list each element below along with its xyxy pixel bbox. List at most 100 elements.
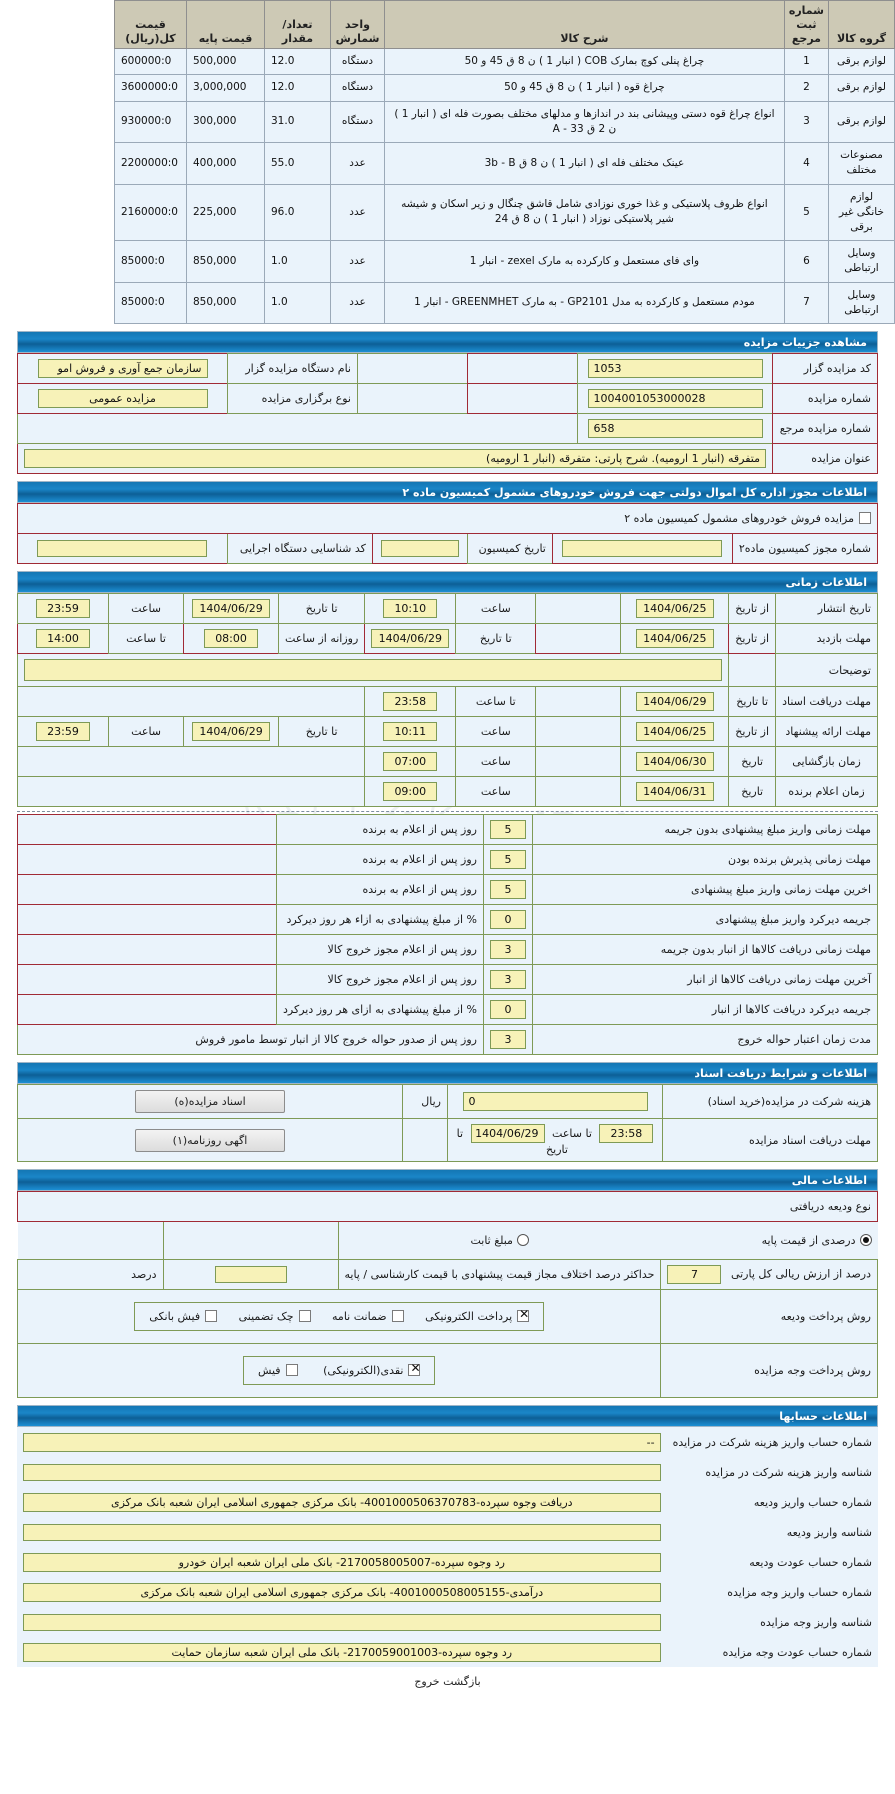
deposit-method-option-check[interactable]: چک تضمینی — [235, 1310, 311, 1324]
electronic-payment-checkbox[interactable] — [517, 1307, 530, 1323]
publish-tohour-cell: 23:59 — [16, 593, 110, 625]
docs-receipt-date-input[interactable]: 1404/06/29 — [470, 1124, 545, 1144]
cell-qty: 96.0 — [264, 183, 331, 242]
deposit-method-option-bank-slip[interactable]: فیش بانکی — [149, 1310, 218, 1323]
visit-from-input[interactable]: 1404/06/25 — [635, 629, 714, 649]
auction-org-input[interactable]: سازمان جمع آوری و فروش امو — [37, 359, 208, 379]
percent-base-option[interactable]: درصدی از قیمت پایه — [660, 1221, 878, 1260]
payment-method-option-cash[interactable]: نقدی(الکترونیکی) — [320, 1361, 421, 1377]
auction-code-input[interactable]: 1053 — [587, 359, 763, 379]
auction-documents-button[interactable]: اسناد مزایده(ه) — [135, 1090, 285, 1114]
penalty-value-cell: 5 — [483, 874, 533, 906]
penalty-value-input[interactable]: 3 — [490, 970, 526, 990]
docs-deadline-to-input[interactable]: 1404/06/29 — [635, 692, 714, 712]
vehicle-commission-checkbox[interactable] — [859, 512, 871, 525]
cell-desc: انواع چراغ قوه دستی وپیشانی بند در انداز… — [384, 100, 785, 144]
opening-hour-input[interactable]: 07:00 — [383, 752, 438, 772]
penalty-label: آخرین مهلت زمانی دریافت کالاها از انبار — [532, 964, 878, 996]
deposit-method-option-electronic[interactable]: پرداخت الکترونیکی — [422, 1307, 530, 1323]
fixed-amount-option[interactable]: مبلغ ثابت — [337, 1221, 661, 1260]
winner-date-input[interactable]: 1404/06/31 — [635, 782, 714, 802]
time-info-table: تاریخ انتشار از تاریخ 1404/06/25 ساعت 10… — [16, 593, 878, 808]
auction-ref-number-row: شماره مزایده مرجع 658 — [17, 413, 878, 445]
opening-time-row: زمان بازگشایی تاریخ 1404/06/30 ساعت 07:0… — [16, 746, 878, 778]
docs-receipt-hour-input[interactable]: 23:58 — [599, 1124, 654, 1144]
penalty-value-input[interactable]: 5 — [490, 880, 526, 900]
guarantee-letter-checkbox[interactable] — [391, 1310, 404, 1323]
cell-total: 930000:0 — [114, 100, 187, 144]
exec-org-code-cell — [17, 533, 228, 565]
publish-hour-cell: 10:10 — [364, 593, 457, 625]
penalty-value-input[interactable]: 3 — [490, 940, 526, 960]
auction-number-input[interactable]: 1004001053000028 — [587, 389, 763, 409]
vehicle-permit-table: مزایده فروش خودروهای مشمول کمیسیون ماده … — [17, 503, 879, 565]
visit-from-label: از تاریخ — [728, 623, 777, 655]
proposal-hour-input[interactable]: 10:11 — [383, 722, 438, 742]
cell-qty: 31.0 — [264, 100, 331, 144]
auction-code-label: کد مزایده گزار — [772, 353, 878, 385]
proposal-to-input[interactable]: 1404/06/29 — [192, 722, 271, 742]
account-value-input[interactable]: -- — [23, 1432, 661, 1452]
docs-cost-input[interactable]: 0 — [462, 1092, 648, 1112]
account-value-input[interactable]: رد وجوه سپرده-2170059001003- بانک ملی ای… — [23, 1642, 661, 1662]
docs-deadline-spacer — [402, 1118, 448, 1163]
penalty-value-input[interactable]: 0 — [490, 1000, 526, 1020]
account-row: شماره حساب واریز وجه مزایده درآمدی-40010… — [17, 1577, 878, 1608]
deposit-method-label-2: چک تضمینی — [238, 1310, 294, 1324]
guaranteed-check-checkbox[interactable] — [298, 1310, 311, 1323]
commission-date-input[interactable] — [380, 540, 459, 558]
payment-method-option-slip[interactable]: فیش — [258, 1364, 298, 1377]
cell-ref: 5 — [783, 183, 830, 242]
vehicle-checkbox-cell[interactable]: مزایده فروش خودروهای مشمول کمیسیون ماده … — [17, 503, 878, 535]
account-value-input[interactable]: درآمدی-4001000508005155- بانک مرکزی جمهو… — [23, 1582, 661, 1602]
account-value-input[interactable] — [23, 1463, 661, 1481]
publish-tohour-input[interactable]: 23:59 — [36, 599, 91, 619]
docs-deadline-hour-input[interactable]: 23:58 — [383, 692, 438, 712]
visit-daily-label: روزانه از ساعت — [278, 623, 366, 655]
percent-base-radio[interactable] — [859, 1234, 872, 1247]
docs-receipt-deadline-label: مهلت دریافت اسناد مزایده — [662, 1118, 878, 1163]
publish-from-input[interactable]: 1404/06/25 — [635, 599, 714, 619]
auction-ref-number-input[interactable]: 658 — [587, 419, 763, 439]
account-value-input[interactable]: رد وجوه سپرده-2170058005007- بانک ملی ای… — [23, 1552, 661, 1572]
fixed-amount-radio[interactable] — [516, 1234, 529, 1247]
opening-hour-label: ساعت — [455, 746, 537, 778]
newspaper-ad-button[interactable]: اگهی روزنامه(۱) — [135, 1128, 285, 1152]
exec-org-code-input[interactable] — [37, 540, 208, 558]
deposit-mode-row: درصدی از قیمت پایه مبلغ ثابت — [17, 1221, 878, 1261]
publish-to-input[interactable]: 1404/06/29 — [192, 599, 271, 619]
penalty-row: مهلت زمانی پذیرش برنده بودن 5 روز پس از … — [16, 844, 878, 876]
cell-total: 2160000:0 — [114, 183, 187, 242]
opening-date-input[interactable]: 1404/06/30 — [635, 752, 714, 772]
percent-value-input[interactable]: 7 — [667, 1265, 722, 1285]
visit-daily-input[interactable]: 08:00 — [204, 629, 259, 649]
penalty-row: جریمه دیرکرد دریافت کالاها از انبار 0 % … — [16, 994, 878, 1026]
deposit-method-option-guarantee[interactable]: ضمانت نامه — [329, 1310, 404, 1323]
penalty-value-input[interactable]: 0 — [490, 910, 526, 930]
proposal-from-input[interactable]: 1404/06/25 — [635, 722, 714, 742]
visit-to-input[interactable]: 1404/06/29 — [371, 629, 450, 649]
penalty-suffix: روز پس از اعلام به برنده — [276, 874, 484, 906]
visit-tohour-input[interactable]: 14:00 — [36, 629, 91, 649]
cash-electronic-checkbox[interactable] — [408, 1361, 421, 1377]
max-diff-input[interactable] — [214, 1266, 287, 1284]
penalty-value-input[interactable]: 5 — [490, 850, 526, 870]
auction-type-input[interactable]: مزایده عمومی — [37, 389, 208, 409]
account-value-input[interactable] — [23, 1613, 661, 1631]
account-value-input[interactable] — [23, 1523, 661, 1541]
docs-info-table: هزینه شرکت در مزایده(خرید اسناد) 0 ریال … — [17, 1084, 878, 1163]
penalty-value-input[interactable]: 5 — [490, 820, 526, 840]
deposit-method-label-1: ضمانت نامه — [332, 1310, 387, 1324]
footer-back-exit-link[interactable]: بازگشت خروج — [414, 1675, 481, 1689]
winner-hour-input[interactable]: 09:00 — [383, 782, 438, 802]
bank-slip-checkbox[interactable] — [205, 1310, 218, 1323]
proposal-tohour-input[interactable]: 23:59 — [36, 722, 91, 742]
visit-daily-cell: 08:00 — [183, 623, 280, 655]
notes-input[interactable] — [24, 659, 723, 682]
permit-no-input[interactable] — [562, 540, 723, 558]
account-value-input[interactable]: دریافت وجوه سپرده-4001000506370783- بانک… — [23, 1492, 661, 1512]
penalty-value-input[interactable]: 3 — [490, 1030, 526, 1050]
publish-hour-input[interactable]: 10:10 — [383, 599, 438, 619]
auction-title-input[interactable]: متفرقه (انبار 1 ارومیه). شرح پارتی: متفر… — [24, 449, 766, 469]
slip-checkbox[interactable] — [285, 1364, 298, 1377]
